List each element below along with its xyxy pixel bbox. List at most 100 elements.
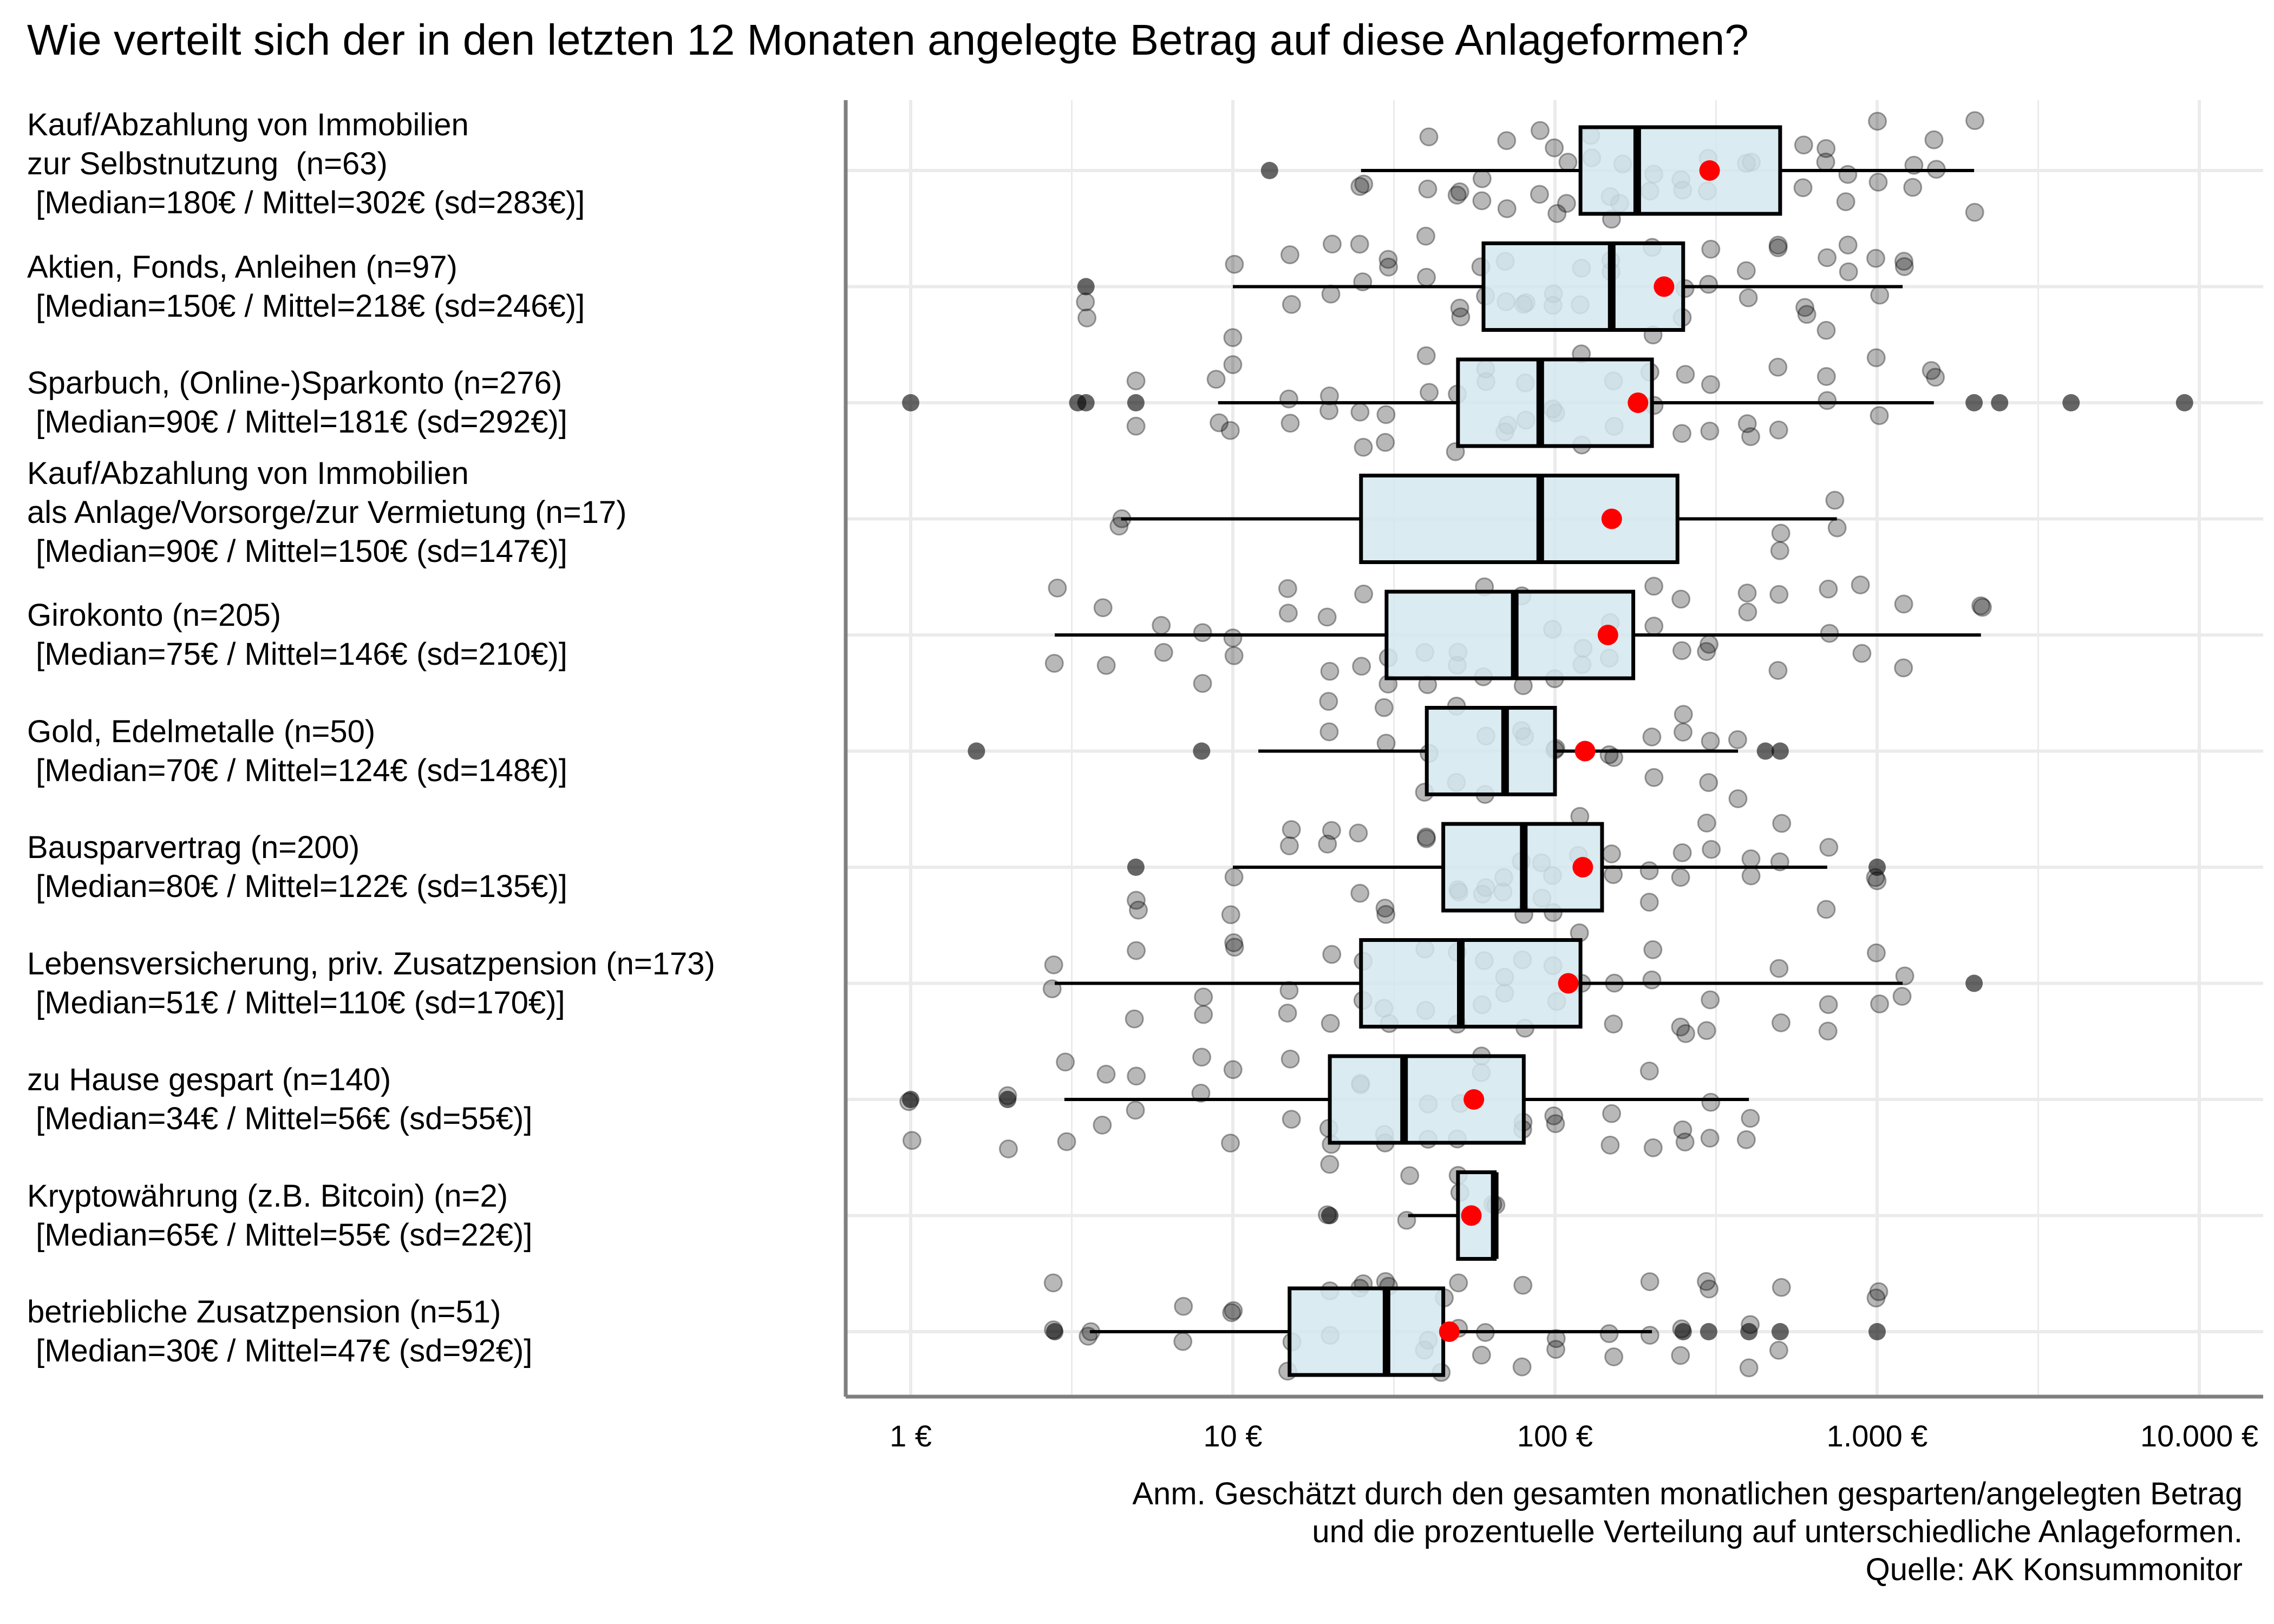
jitter-point: [1546, 1340, 1566, 1359]
jitter-point: [1194, 987, 1213, 1007]
jitter-point: [1225, 254, 1244, 274]
jitter-point: [1352, 657, 1371, 676]
x-tick-label: 100 €: [1517, 1419, 1593, 1453]
jitter-point: [1795, 298, 1815, 317]
jitter-point: [1672, 424, 1691, 443]
jitter-point: [1701, 990, 1720, 1010]
jitter-point: [1771, 1013, 1791, 1032]
jitter-point: [1827, 518, 1847, 538]
jitter-point: [1210, 413, 1229, 433]
category-label-line: [Median=80€ / Mittel=122€ (sd=135€)]: [27, 869, 567, 904]
category-label: Kryptowährung (z.B. Bitcoin) (n=2) [Medi…: [27, 1177, 532, 1255]
jitter-point: [1820, 624, 1839, 643]
jitter-point: [1728, 730, 1747, 749]
x-tick-label: 1.000 €: [1826, 1419, 1928, 1453]
jitter-point: [1223, 328, 1243, 348]
jitter-point: [1282, 820, 1301, 839]
mean-point: [1558, 973, 1579, 994]
jitter-point: [1154, 643, 1173, 662]
jitter-point: [1640, 1272, 1659, 1292]
jitter-point: [1225, 938, 1244, 957]
category-label-line: [Median=70€ / Mittel=124€ (sd=148€)]: [27, 752, 567, 788]
jitter-point: [1451, 307, 1471, 326]
jitter-point: [1642, 970, 1662, 990]
jitter-point: [1472, 169, 1492, 188]
jitter-point: [1223, 355, 1243, 375]
jitter-point: [1818, 391, 1837, 410]
jitter-point: [1737, 414, 1757, 434]
jitter-point: [1319, 722, 1339, 742]
box: [1384, 590, 1636, 680]
jitter-point: [1894, 658, 1913, 678]
box: [1359, 474, 1680, 564]
jitter-point: [1450, 298, 1469, 318]
category-label-line: [Median=34€ / Mittel=56€ (sd=55€)]: [27, 1101, 533, 1136]
jitter-point: [1741, 866, 1761, 886]
jitter-point: [1643, 940, 1663, 959]
category-label-line: Gold, Edelmetalle (n=50): [27, 713, 376, 749]
jitter-point: [1223, 628, 1243, 647]
jitter-point: [1320, 662, 1339, 681]
jitter-point: [1741, 427, 1760, 447]
jitter-point: [1512, 1357, 1532, 1377]
jitter-point: [1728, 789, 1748, 808]
category-label-line: [Median=65€ / Mittel=55€ (sd=22€)]: [27, 1217, 533, 1253]
jitter-point: [1194, 1005, 1213, 1024]
jitter-point: [1838, 165, 1858, 184]
jitter-point: [1741, 1109, 1760, 1128]
jitter-point: [1322, 945, 1342, 964]
jitter-point: [1282, 1110, 1301, 1129]
jitter-point: [1869, 1282, 1889, 1301]
jitter-point: [1697, 1272, 1716, 1291]
jitter-point: [1558, 153, 1578, 172]
jitter-point: [1602, 1104, 1622, 1123]
jitter-point: [1279, 389, 1298, 409]
jitter-point: [1770, 541, 1789, 560]
jitter-point: [1838, 235, 1858, 255]
jitter-point: [1093, 1115, 1112, 1135]
jitter-point: [1816, 152, 1835, 172]
mean-point: [1597, 625, 1618, 645]
jitter-point: [1224, 1301, 1243, 1320]
jitter-point: [1851, 575, 1870, 595]
jitter-point: [1282, 294, 1301, 314]
jitter-point: [1644, 577, 1664, 596]
jitter-point: [1547, 204, 1567, 224]
jitter-point: [1319, 386, 1339, 405]
jitter-point: [1173, 1332, 1193, 1351]
jitter-point: [1350, 176, 1370, 196]
outlier-point: [1965, 974, 1983, 992]
jitter-point: [1819, 837, 1839, 857]
jitter-point: [1671, 590, 1691, 609]
axis-layer: [844, 100, 2263, 1399]
category-label: Aktien, Fonds, Anleihen (n=97) [Median=1…: [27, 248, 585, 326]
jitter-point: [1400, 1166, 1420, 1186]
jitter-point: [1673, 723, 1693, 742]
jitter-point: [1376, 405, 1396, 424]
jitter-point: [1224, 646, 1244, 665]
jitter-point: [1317, 607, 1337, 627]
jitter-point: [1768, 238, 1788, 258]
outlier-point: [1127, 859, 1145, 876]
jitter-point: [1420, 383, 1439, 402]
jitter-point: [1736, 1130, 1756, 1149]
x-tick-label: 10 €: [1203, 1419, 1263, 1453]
jitter-point: [1599, 1324, 1619, 1344]
jitter-point: [1870, 285, 1890, 305]
jitter-point: [1736, 261, 1756, 280]
jitter-point: [1738, 603, 1757, 622]
jitter-point: [1922, 361, 1941, 380]
jitter-point: [1739, 1358, 1759, 1378]
note-line-3: Quelle: AK Konsummonitor: [1865, 1552, 2243, 1587]
jitter-point: [1771, 523, 1791, 543]
note-line-2: und die prozentuelle Verteilung auf unte…: [1312, 1514, 2243, 1549]
outlier-point: [1700, 1323, 1717, 1340]
category-label-line: [Median=180€ / Mittel=302€ (sd=283€)]: [27, 185, 585, 220]
jitter-point: [1319, 692, 1338, 711]
jitter-point: [1674, 705, 1693, 724]
category-label-line: Bausparvertrag (n=200): [27, 830, 360, 865]
outlier-point: [1756, 742, 1774, 760]
jitter-point: [1870, 406, 1889, 425]
category-label: zu Hause gespart (n=140) [Median=34€ / M…: [27, 1060, 532, 1138]
